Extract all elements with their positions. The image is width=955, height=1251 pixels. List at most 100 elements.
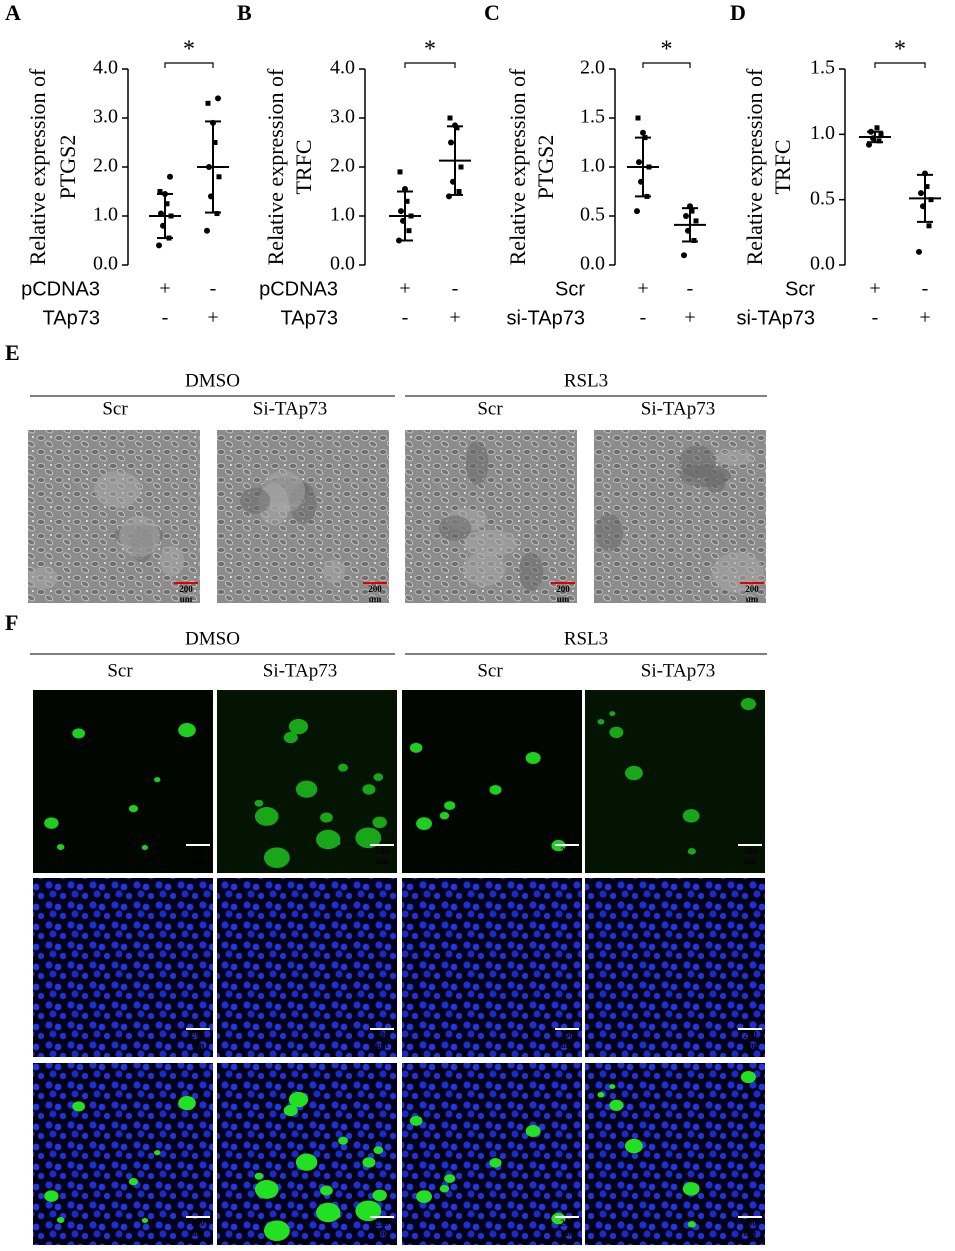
data-point bbox=[215, 95, 221, 102]
fluorescent-cell bbox=[373, 1146, 384, 1155]
data-point bbox=[693, 218, 699, 224]
image-texture bbox=[118, 515, 160, 558]
fluorescent-cell bbox=[416, 1190, 432, 1204]
image-texture bbox=[323, 559, 346, 584]
fluorescent-cell bbox=[283, 1104, 298, 1117]
microscopy-image bbox=[402, 690, 582, 873]
scale-bar-label: um bbox=[744, 1040, 757, 1050]
condition-label: Scr bbox=[785, 278, 815, 300]
image-texture bbox=[27, 567, 59, 590]
condition-sign: + bbox=[684, 307, 695, 329]
fluorescent-cell bbox=[288, 718, 309, 735]
y-tick-label: 1.5 bbox=[580, 106, 605, 128]
scale-bar-label: um bbox=[557, 594, 570, 604]
column-label: Si-TAp73 bbox=[641, 660, 715, 681]
data-point bbox=[456, 189, 462, 194]
condition-label: Scr bbox=[555, 278, 585, 300]
image-texture bbox=[462, 552, 506, 587]
y-tick-label: 0.0 bbox=[93, 253, 118, 275]
scale-bar-label: 200 bbox=[191, 1218, 205, 1228]
fluorescent-cell bbox=[551, 1212, 566, 1225]
fluorescent-cell bbox=[489, 1158, 502, 1168]
fluorescent-cell bbox=[72, 728, 86, 739]
scale-bar-label: um bbox=[180, 594, 193, 604]
scale-bar-label: 200 bbox=[560, 1218, 574, 1228]
data-point bbox=[406, 228, 412, 234]
significance-bracket bbox=[874, 62, 926, 68]
fluorescent-cell bbox=[288, 1091, 309, 1108]
y-tick-label: 1.0 bbox=[580, 155, 605, 177]
fluorescent-cell bbox=[624, 1138, 643, 1154]
fluorescent-cell bbox=[609, 726, 624, 738]
condition-sign: - bbox=[872, 307, 879, 329]
fluorescent-cell bbox=[439, 811, 450, 820]
data-point bbox=[926, 223, 932, 229]
microscopy-image bbox=[217, 878, 397, 1057]
y-axis-label: Relative expression of bbox=[263, 68, 288, 265]
fluorescent-cell bbox=[56, 1217, 65, 1224]
scale-bar-label: 200 bbox=[375, 846, 389, 856]
scale-bar-label: um bbox=[744, 1228, 757, 1238]
image-texture bbox=[94, 470, 142, 508]
data-point bbox=[216, 174, 222, 180]
fluorescent-cell bbox=[56, 844, 65, 851]
panel-label: F bbox=[5, 610, 18, 635]
condition-label: pCDNA3 bbox=[259, 278, 338, 300]
y-tick-label: 1.5 bbox=[810, 57, 835, 79]
column-label: Si-TAp73 bbox=[641, 398, 715, 419]
scale-bar-label: um bbox=[376, 1040, 389, 1050]
scale-bar-label: 200 bbox=[743, 1030, 757, 1040]
scale-bar-label: um bbox=[561, 856, 574, 866]
background-glow bbox=[585, 690, 765, 873]
condition-sign: + bbox=[399, 278, 410, 300]
data-point bbox=[928, 197, 934, 203]
data-point bbox=[164, 201, 170, 207]
condition-sign: - bbox=[922, 278, 929, 300]
group-label: RSL3 bbox=[564, 370, 608, 391]
fluorescent-cell bbox=[141, 845, 149, 851]
data-point bbox=[876, 138, 882, 144]
background-glow bbox=[402, 690, 582, 873]
fluorescent-cell bbox=[372, 816, 387, 829]
scale-bar-label: um bbox=[376, 856, 389, 866]
scale-bar-label: um bbox=[192, 1040, 205, 1050]
microscopy-image bbox=[33, 690, 213, 873]
scale-bar-label: 200 bbox=[375, 1030, 389, 1040]
background-glow bbox=[33, 690, 213, 873]
data-point bbox=[640, 129, 646, 136]
scale-bar-label: um bbox=[192, 1228, 205, 1238]
data-point bbox=[635, 115, 641, 121]
y-axis-label: PTGS2 bbox=[55, 135, 80, 200]
fluorescent-cell bbox=[687, 1220, 696, 1228]
fluorescent-cell bbox=[624, 765, 643, 781]
condition-sign: - bbox=[452, 278, 459, 300]
data-point bbox=[924, 184, 930, 190]
fluorescent-cell bbox=[44, 1190, 59, 1202]
fluorescent-cell bbox=[128, 805, 139, 813]
y-tick-label: 0.5 bbox=[580, 204, 605, 226]
group-label: RSL3 bbox=[564, 628, 608, 649]
fluorescent-cell bbox=[320, 1185, 333, 1196]
column-label: Si-TAp73 bbox=[263, 660, 337, 681]
data-point bbox=[205, 100, 211, 106]
data-point bbox=[448, 139, 454, 146]
condition-sign: - bbox=[210, 278, 217, 300]
scale-bar-label: 200 bbox=[191, 1030, 205, 1040]
fluorescent-cell bbox=[141, 1218, 149, 1224]
fluorescent-cell bbox=[362, 784, 376, 795]
data-point bbox=[874, 125, 880, 131]
y-axis-label: Relative expression of bbox=[742, 68, 767, 265]
data-point bbox=[454, 125, 460, 131]
y-tick-label: 1.0 bbox=[93, 204, 118, 226]
fluorescent-cell bbox=[355, 1200, 382, 1222]
y-tick-label: 2.0 bbox=[330, 155, 355, 177]
data-point bbox=[918, 190, 924, 197]
condition-sign: + bbox=[637, 278, 648, 300]
panel-label: C bbox=[484, 0, 500, 25]
column-label: Scr bbox=[477, 398, 503, 419]
condition-label: si-TAp73 bbox=[506, 307, 585, 329]
fluorescent-cell bbox=[254, 799, 264, 807]
y-tick-label: 0.0 bbox=[810, 253, 835, 275]
y-tick-label: 3.0 bbox=[330, 106, 355, 128]
